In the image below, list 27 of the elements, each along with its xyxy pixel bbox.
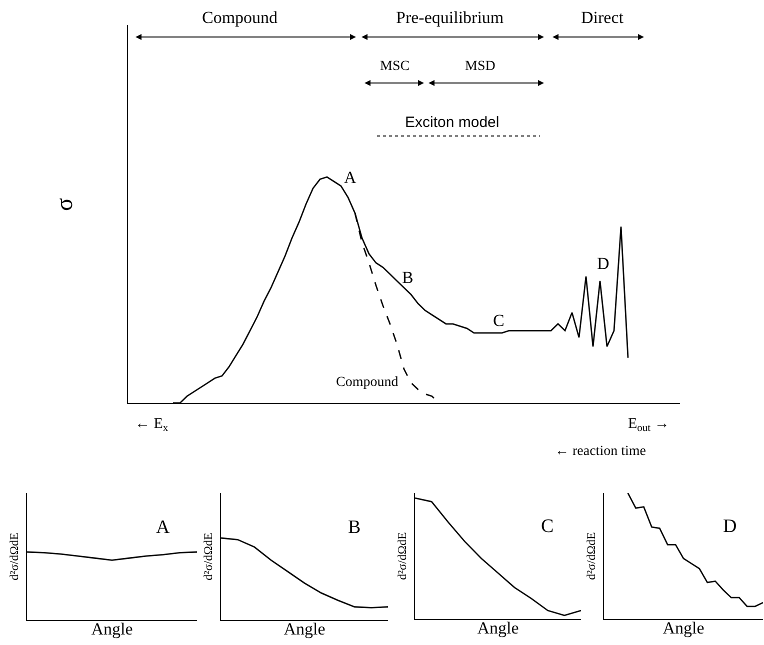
annotation: C xyxy=(493,311,504,330)
y-axis-title: d²σ/dΩdE xyxy=(584,532,598,580)
annotation: D xyxy=(597,254,610,273)
text: MSC xyxy=(380,59,410,74)
text: ← reaction time xyxy=(555,444,646,459)
annotation: A xyxy=(344,168,357,187)
text: MSD xyxy=(465,59,496,74)
y-axis-title: d²σ/dΩdE xyxy=(395,532,410,580)
text: A xyxy=(156,517,170,538)
y-axis-title: d²σ/dΩdE xyxy=(7,532,22,580)
y-axis-title: d²σ/dΩdE xyxy=(201,532,216,580)
text: Compound xyxy=(202,8,278,27)
x-axis-title: Angle xyxy=(477,618,519,638)
text: Direct xyxy=(581,8,624,27)
text: ← E$_{x}$ xyxy=(135,416,169,434)
text: Exciton model xyxy=(405,114,500,131)
annotation: B xyxy=(402,268,414,287)
annotation: B xyxy=(348,517,361,538)
annotation: Compound xyxy=(336,375,398,390)
x-axis-title: Angle xyxy=(91,620,133,638)
x-axis-title: Angle xyxy=(662,618,704,638)
y-axis-title: σ xyxy=(52,198,78,211)
annotation: D xyxy=(723,516,737,537)
text: E$_{out}$ → xyxy=(628,416,670,434)
text: Pre-equilibrium xyxy=(396,8,504,27)
x-axis-title: Angle xyxy=(284,620,326,638)
annotation: C xyxy=(541,516,554,537)
